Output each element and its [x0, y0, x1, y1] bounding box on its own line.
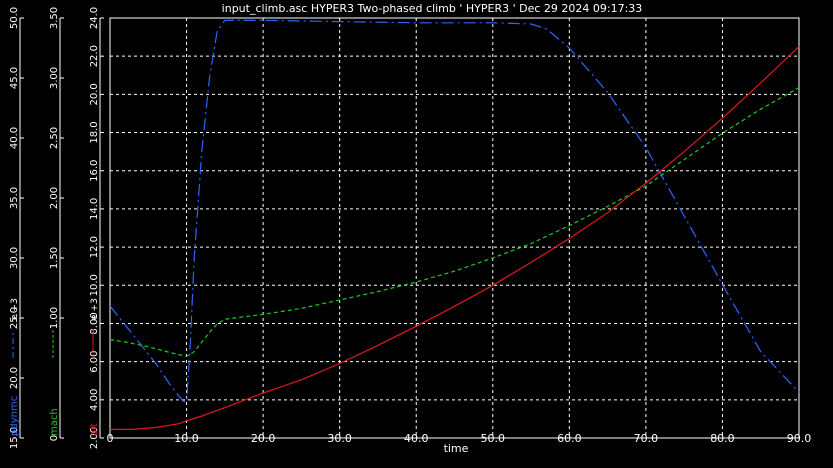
y-axis-multiplier: e +3 — [90, 298, 100, 320]
plot-frame — [109, 17, 800, 439]
y-tick-label: 10.0 — [89, 274, 100, 296]
x-tick-label: 10.0 — [174, 432, 199, 445]
x-tick-label: 70.0 — [634, 432, 659, 445]
y-tick-label: 3.00 — [49, 67, 60, 89]
y-tick-label: 30.0 — [9, 247, 20, 269]
series-line-pdynmc — [109, 19, 800, 403]
chart-grid — [109, 17, 800, 439]
x-tick-label: 90.0 — [787, 432, 812, 445]
y-axis-label-mach: mach — [49, 408, 60, 436]
y-tick-label: 25.0 — [9, 307, 20, 329]
y-axes: 15.0 20.0 25.0 30.0 35.0 40.0 45.0 50.0 pdynmc e … — [9, 7, 104, 449]
x-axis: time 0 10.0 20.0 30.0 40.0 50.0 60.0 70.0 80.0 90… — [107, 432, 812, 455]
y-tick-label: 8.00 — [89, 312, 100, 334]
y-tick-label: 20.0 — [9, 367, 20, 389]
y-tick-label: 0 — [49, 435, 60, 441]
x-tick-label: 60.0 — [557, 432, 582, 445]
x-tick-label: 0 — [107, 432, 114, 445]
x-tick-label: 50.0 — [481, 432, 506, 445]
y-tick-label: 40.0 — [9, 127, 20, 149]
y-tick-label: 14.0 — [89, 198, 100, 220]
y-axis-label-alt: alt — [89, 423, 100, 436]
y-axis-pdynmc: 15.0 20.0 25.0 30.0 35.0 40.0 45.0 50.0 pdynmc e … — [9, 7, 24, 449]
y-axis-label-pdynmc: pdynmc — [9, 396, 20, 436]
y-tick-label: 12.0 — [89, 236, 100, 258]
series-line-mach — [109, 87, 800, 358]
y-axis-multiplier: e +3 — [10, 298, 20, 320]
series-layer — [109, 19, 800, 430]
y-tick-label: 6.00 — [89, 351, 100, 373]
y-tick-label: 50.0 — [9, 7, 20, 29]
y-tick-label: 4.00 — [89, 389, 100, 411]
y-tick-label: 22.0 — [89, 45, 100, 67]
y-tick-label: 20.0 — [89, 83, 100, 105]
y-axis-alt: 2.00 4.00 6.00 8.00 10.0 12.0 14.0 16.0 18.0 20.0… — [89, 7, 104, 449]
y-tick-label: 3.50 — [49, 7, 60, 29]
x-tick-label: 30.0 — [327, 432, 352, 445]
y-tick-label: 45.0 — [9, 67, 20, 89]
y-tick-label: 2.00 — [89, 427, 100, 449]
x-axis-label: time — [444, 442, 469, 455]
y-tick-label: 16.0 — [89, 160, 100, 182]
y-tick-label: 18.0 — [89, 121, 100, 143]
y-axis-mach: 0 1.00 1.50 2.00 2.50 3.00 3.50 mach — [49, 7, 64, 441]
chart-title: input_climb.asc HYPER3 Two-phased climb … — [222, 2, 643, 15]
x-tick-label: 20.0 — [251, 432, 276, 445]
x-tick-label: 80.0 — [710, 432, 735, 445]
y-tick-label: 15.0 — [9, 427, 20, 449]
y-tick-label: 2.00 — [49, 187, 60, 209]
y-tick-label: 2.50 — [49, 127, 60, 149]
y-tick-label: 1.50 — [49, 247, 60, 269]
y-tick-label: 35.0 — [9, 187, 20, 209]
x-tick-label: 40.0 — [404, 432, 429, 445]
series-line-alt — [110, 46, 800, 430]
y-tick-label: 1.00 — [49, 307, 60, 329]
y-tick-label: 24.0 — [89, 7, 100, 29]
